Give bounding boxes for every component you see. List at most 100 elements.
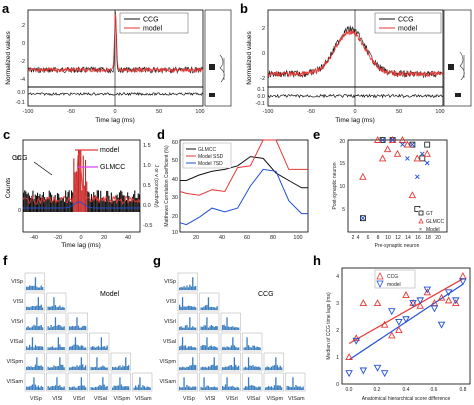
histogram-bar — [56, 377, 58, 391]
panel-h-ccg-point — [423, 288, 432, 296]
histogram-bar — [57, 385, 59, 390]
histogram-bar — [62, 387, 64, 390]
panel-e-glmcc-point — [403, 140, 412, 148]
histogram-bar — [213, 327, 215, 330]
histogram-bar — [207, 297, 210, 311]
grid-col-label: VISrl — [73, 396, 85, 402]
histogram-bar — [202, 366, 204, 370]
panel-c-ccg-annotation: CCG — [12, 155, 28, 162]
histogram-bar — [215, 387, 217, 390]
histogram-bar — [83, 367, 85, 370]
histogram-bar — [302, 386, 304, 390]
histogram-bar — [195, 307, 197, 310]
panel-h: CCG model 0.0 0.2 0.4 0.6 0.8 0 1 2 3 4 … — [326, 267, 471, 402]
histogram-bar — [193, 386, 195, 390]
histogram-bar — [96, 387, 98, 390]
panel-c-xtick: 40 — [125, 235, 131, 241]
histogram-bar — [206, 385, 208, 390]
panel-b-side-violin — [459, 51, 465, 81]
panel-a-side-axes — [204, 9, 232, 107]
histogram-bar — [224, 366, 227, 370]
histogram-cell — [132, 372, 153, 392]
panel-c-ccg-bar — [103, 200, 105, 212]
panel-a-ytick: -4 — [20, 77, 25, 83]
histogram-bar — [123, 366, 125, 370]
histogram-cell — [46, 312, 67, 332]
histogram-bar — [223, 324, 225, 330]
histogram-bar — [36, 317, 38, 331]
histogram-bar — [83, 385, 85, 390]
histogram-bar — [276, 365, 278, 370]
histogram-bar — [190, 327, 192, 330]
histogram-cell — [24, 292, 45, 312]
histogram-bar — [34, 306, 37, 310]
panel-e-model-point — [380, 137, 385, 143]
panel-e-xtick: 20 — [435, 235, 441, 241]
histogram-bar — [40, 346, 42, 350]
histogram-bar — [222, 367, 224, 370]
histogram-bar — [238, 365, 240, 370]
histogram-bar — [27, 386, 29, 390]
panel-c-ccg-bar — [90, 194, 92, 212]
histogram-bar — [96, 346, 98, 350]
panel-a-xlabel: Time lag (ms) — [95, 117, 134, 124]
histogram-bar — [190, 387, 192, 390]
histogram-bar — [212, 346, 214, 350]
histogram-bar — [215, 346, 217, 350]
histogram-bar — [33, 324, 35, 330]
histogram-bar — [207, 327, 210, 330]
panel-c-model-line — [22, 151, 141, 205]
histogram-bar — [71, 325, 74, 330]
histogram-bar — [253, 345, 255, 350]
histogram-bar — [59, 344, 61, 350]
histogram-bar — [39, 365, 41, 370]
histogram-bar — [100, 366, 102, 370]
panel-a-xtick: -50 — [67, 109, 75, 115]
histogram-bar — [183, 327, 185, 330]
panel-h-ccg-point — [373, 299, 382, 307]
histogram-cell — [24, 312, 45, 332]
histogram-bar — [183, 345, 185, 350]
panel-c-ccg-bar — [114, 200, 116, 212]
histogram-bar — [215, 307, 217, 310]
histogram-bar — [207, 385, 210, 390]
panel-c-ccg-bar — [66, 196, 68, 212]
histogram-bar — [62, 327, 64, 330]
panel-h-ytick: 2 — [336, 328, 339, 334]
histogram-bar — [183, 367, 185, 370]
panel-c-ccg-bar — [106, 191, 108, 212]
histogram-bar — [30, 346, 32, 350]
panel-c-ccg-bar — [87, 191, 89, 212]
histogram-bar — [179, 386, 181, 390]
panel-h-ccg-point — [459, 272, 467, 280]
histogram-bar — [77, 345, 80, 350]
histogram-bar — [181, 366, 184, 370]
histogram-bar — [117, 385, 120, 390]
panel-c-ccg-bar — [46, 197, 48, 212]
panel-b-xtick: -100 — [262, 109, 273, 115]
histogram-bar — [120, 367, 123, 370]
histogram-bar — [39, 287, 41, 290]
histogram-bar — [189, 317, 191, 331]
histogram-bar — [200, 307, 202, 310]
grid-row-label: VISl — [166, 299, 176, 305]
histogram-bar — [203, 306, 205, 310]
histogram-cell — [285, 372, 306, 392]
panel-c-ccg-bar — [126, 199, 128, 212]
panel-a-ylabel: Normalized values — [5, 31, 12, 85]
histogram-bar — [76, 387, 78, 390]
histogram-bar — [33, 366, 35, 370]
panel-e-xtick: 8 — [377, 235, 380, 241]
panel-c-y2tick: 1.0 — [143, 163, 151, 169]
histogram-bar — [209, 326, 211, 330]
histogram-bar — [187, 287, 190, 290]
panel-c-ccg-bar — [102, 197, 104, 212]
histogram-bar — [77, 386, 80, 390]
histogram-bar — [51, 386, 54, 390]
histogram-bar — [215, 365, 217, 370]
histogram-bar — [60, 364, 62, 370]
panel-b-side-axes — [443, 9, 472, 107]
panel-c-ccg-bar — [93, 192, 95, 212]
histogram-bar — [123, 386, 125, 390]
